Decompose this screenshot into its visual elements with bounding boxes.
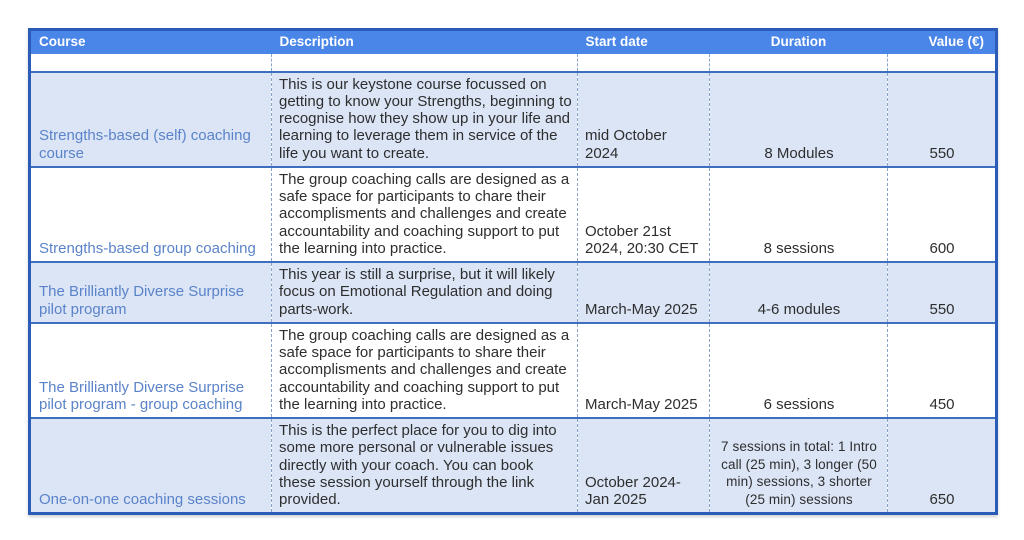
course-duration: 6 sessions [709,321,888,418]
spacer-cell [577,53,710,72]
table-row: Strengths-based (self) coaching course T… [29,70,997,167]
course-pricing-table: Course Description Start date Duration V… [28,28,998,516]
course-duration: 8 Modules [709,70,888,167]
table-row: One-on-one coaching sessions This is the… [29,417,997,514]
course-value: 650 [887,417,997,514]
course-link[interactable]: One-on-one coaching sessions [29,417,272,514]
course-start-date: October 21st 2024, 20:30 CET [577,165,710,262]
course-description: This is our keystone course focussed on … [271,70,578,167]
course-value: 450 [887,321,997,418]
column-header-duration: Duration [709,29,888,54]
course-value: 550 [887,261,997,323]
spacer-cell [709,53,888,72]
course-value: 550 [887,70,997,167]
column-header-value: Value (€) [887,29,997,54]
course-description: This is the perfect place for you to dig… [271,417,578,514]
column-header-start-date: Start date [577,29,710,54]
spacer-cell [29,53,272,72]
course-description: The group coaching calls are designed as… [271,165,578,262]
column-header-description: Description [271,29,578,54]
header-row: Course Description Start date Duration V… [29,29,997,54]
column-header-course: Course [29,29,272,54]
table-header: Course Description Start date Duration V… [29,29,997,54]
course-start-date: mid October 2024 [577,70,710,167]
course-duration: 8 sessions [709,165,888,262]
spacer-row [29,53,997,72]
course-duration: 7 sessions in total: 1 Intro call (25 mi… [709,417,888,514]
course-start-date: March-May 2025 [577,261,710,323]
course-link[interactable]: Strengths-based (self) coaching course [29,70,272,167]
course-link[interactable]: The Brilliantly Diverse Surprise pilot p… [29,261,272,323]
spacer-cell [887,53,997,72]
table-row: The Brilliantly Diverse Surprise pilot p… [29,261,997,323]
table-row: The Brilliantly Diverse Surprise pilot p… [29,321,997,418]
course-description: The group coaching calls are designed as… [271,321,578,418]
course-description: This year is still a surprise, but it wi… [271,261,578,323]
table-row: Strengths-based group coaching The group… [29,165,997,262]
course-link[interactable]: The Brilliantly Diverse Surprise pilot p… [29,321,272,418]
course-start-date: October 2024-Jan 2025 [577,417,710,514]
course-start-date: March-May 2025 [577,321,710,418]
page: Course Description Start date Duration V… [28,28,998,516]
course-link[interactable]: Strengths-based group coaching [29,165,272,262]
spacer-cell [271,53,578,72]
course-duration: 4-6 modules [709,261,888,323]
course-value: 600 [887,165,997,262]
